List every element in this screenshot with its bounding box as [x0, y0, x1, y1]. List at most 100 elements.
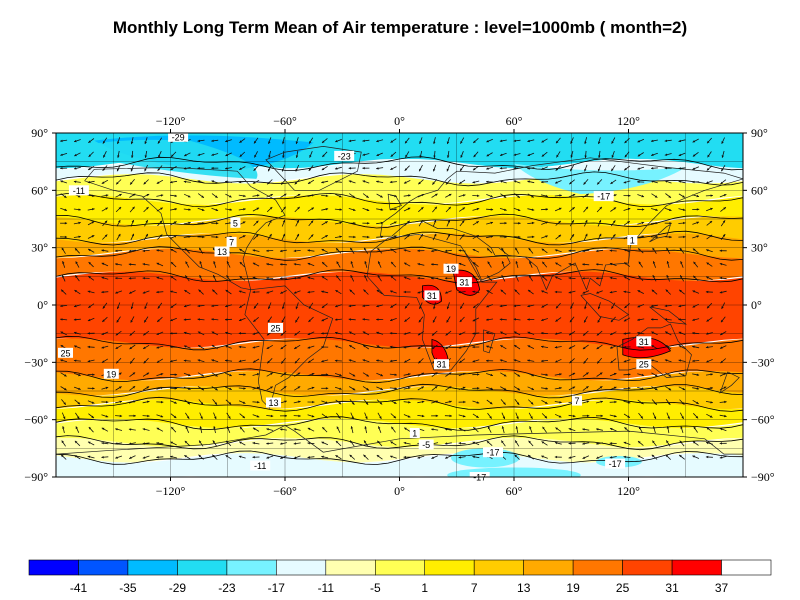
wind-vector-arrow	[101, 456, 109, 459]
wind-vector-arrow	[350, 261, 354, 268]
wind-vector-arrow	[554, 249, 562, 253]
wind-vector-arrow	[637, 373, 645, 377]
wind-vector-arrow	[706, 317, 713, 322]
wind-vector-arrow	[664, 304, 672, 308]
wind-vector-arrow	[157, 151, 162, 158]
wind-vector-arrow	[609, 386, 617, 391]
wind-vector-arrow	[321, 373, 329, 376]
wind-vector-arrow	[75, 426, 80, 433]
wind-vector-arrow	[637, 399, 644, 405]
lon-tick-label-bottom: −60°	[273, 484, 297, 498]
wind-vector-arrow	[197, 386, 205, 391]
wind-vector-arrow	[170, 303, 177, 309]
wind-vector-arrow	[541, 221, 548, 225]
wind-vector-arrow	[225, 193, 232, 198]
wind-vector-arrow	[487, 261, 492, 268]
wind-vector-arrow	[472, 400, 480, 404]
wind-vector-arrow	[73, 221, 81, 225]
wind-vector-arrow	[170, 166, 177, 171]
wind-vector-arrow	[334, 359, 342, 362]
wind-vectors	[60, 137, 727, 460]
wind-vector-arrow	[185, 426, 190, 433]
wind-vector-arrow	[486, 166, 494, 170]
wind-vector-arrow	[458, 249, 466, 252]
contour-label: -11	[250, 460, 271, 471]
wind-vector-arrow	[431, 428, 439, 431]
wind-vector-arrow	[197, 193, 205, 199]
wind-vector-arrow	[334, 221, 342, 225]
wind-vector-arrow	[486, 248, 493, 254]
wind-vector-arrow	[211, 153, 219, 156]
wind-vector-arrow	[307, 414, 315, 418]
wind-vector-arrow	[170, 275, 177, 281]
wind-vector-arrow	[445, 206, 452, 213]
wind-vector-arrow	[307, 276, 315, 280]
wind-vector-arrow	[170, 317, 177, 322]
contour-label: 31	[434, 359, 449, 370]
wind-vector-arrow	[129, 206, 135, 213]
wind-vector-arrow	[238, 180, 246, 184]
wind-vector-arrow	[321, 165, 328, 171]
wind-vector-arrow	[431, 385, 438, 391]
wind-vector-arrow	[60, 139, 68, 143]
wind-vector-arrow	[678, 372, 686, 377]
wind-vector-arrow	[239, 426, 245, 433]
wind-vector-arrow	[253, 234, 259, 240]
wind-vector-arrow	[472, 387, 480, 390]
lat-tick-label-left: −30°	[24, 355, 48, 369]
wind-vector-arrow	[570, 302, 574, 310]
wind-vector-arrow	[73, 359, 81, 362]
wind-vector-arrow	[279, 249, 287, 253]
wind-vector-arrow	[224, 318, 233, 321]
wind-vector-arrow	[541, 151, 548, 157]
wind-vector-arrow	[266, 428, 274, 431]
wind-vector-arrow	[582, 414, 590, 418]
wind-vector-arrow	[280, 442, 287, 445]
wind-vector-arrow	[170, 387, 178, 390]
wind-vector-arrow	[678, 454, 685, 460]
wind-vector-arrow	[541, 166, 548, 170]
contour-label-text: 19	[106, 369, 116, 379]
wind-vector-arrow	[514, 193, 521, 199]
wind-vector-arrow	[101, 179, 109, 184]
wind-vector-arrow	[142, 263, 150, 266]
wind-vector-arrow	[719, 194, 727, 198]
contour-label: 5	[230, 217, 241, 228]
wind-vector-arrow	[348, 331, 356, 336]
wind-vector-arrow	[362, 372, 370, 377]
wind-vector-arrow	[226, 412, 231, 420]
wind-vector-arrow	[403, 441, 411, 445]
wind-vector-arrow	[376, 331, 384, 335]
wind-vector-arrow	[389, 180, 397, 184]
wind-vector-arrow	[183, 304, 191, 308]
wind-vector-arrow	[719, 345, 727, 349]
wind-vector-arrow	[142, 400, 150, 404]
wind-vector-arrow	[280, 455, 287, 459]
colorbar-swatch	[226, 559, 277, 576]
wind-vector-arrow	[295, 164, 300, 172]
colorbar-label: 7	[471, 581, 478, 595]
wind-vector-arrow	[417, 455, 425, 459]
wind-vector-arrow	[664, 318, 672, 321]
wind-vector-arrow	[431, 400, 439, 404]
wind-vector-arrow	[349, 440, 355, 447]
wind-vector-arrow	[568, 442, 576, 445]
wind-vector-arrow	[87, 166, 95, 171]
wind-vector-arrow	[281, 233, 286, 241]
wind-vector-arrow	[500, 399, 506, 405]
wind-vector-arrow	[308, 234, 314, 240]
wind-vector-arrow	[514, 247, 520, 254]
wind-vector-arrow	[666, 274, 670, 282]
wind-vector-arrow	[156, 276, 164, 280]
wind-vector-arrow	[597, 316, 602, 323]
wind-vector-arrow	[417, 414, 425, 418]
wind-vector-arrow	[211, 222, 219, 225]
wind-vector-arrow	[87, 180, 95, 184]
contour-label: -23	[334, 150, 355, 161]
wind-vector-arrow	[363, 454, 369, 460]
wind-vector-arrow	[115, 263, 123, 266]
wind-vector-arrow	[403, 427, 411, 432]
wind-vector-arrow	[60, 454, 67, 460]
wind-vector-arrow	[597, 164, 602, 172]
wind-vector-arrow	[198, 399, 204, 406]
